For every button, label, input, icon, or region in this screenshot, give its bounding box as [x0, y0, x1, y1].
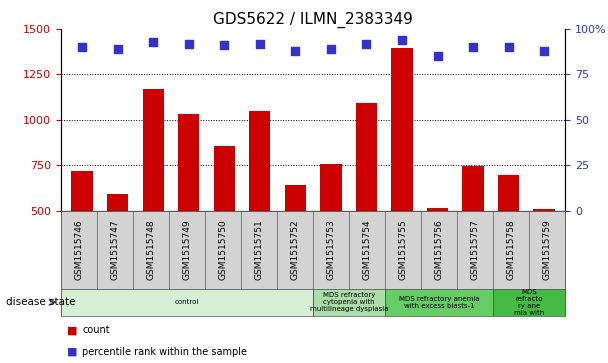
Text: ■: ■: [67, 325, 77, 335]
Point: [503, 44, 513, 50]
Text: control: control: [174, 299, 199, 305]
Text: percentile rank within the sample: percentile rank within the sample: [82, 347, 247, 357]
Point: [397, 37, 407, 43]
Text: GSM1515756: GSM1515756: [435, 219, 444, 280]
Point: [113, 46, 123, 52]
Point: [326, 46, 336, 52]
Point: [184, 41, 193, 46]
Bar: [285, 185, 306, 211]
Text: GSM1515753: GSM1515753: [326, 219, 336, 280]
Text: GSM1515746: GSM1515746: [74, 219, 83, 280]
Point: [77, 44, 87, 50]
Point: [433, 53, 443, 59]
Text: MDS refractory anemia
with excess blasts-1: MDS refractory anemia with excess blasts…: [399, 296, 480, 309]
Text: GSM1515758: GSM1515758: [507, 219, 516, 280]
Text: disease state: disease state: [6, 297, 75, 307]
Text: GSM1515747: GSM1515747: [111, 219, 119, 280]
Bar: [392, 48, 413, 211]
Text: count: count: [82, 325, 109, 335]
Text: GSM1515751: GSM1515751: [255, 219, 263, 280]
Point: [255, 41, 264, 46]
Bar: [320, 164, 342, 211]
Text: GSM1515752: GSM1515752: [291, 219, 300, 280]
Point: [468, 44, 478, 50]
Point: [362, 41, 371, 46]
Text: ■: ■: [67, 347, 77, 357]
Text: GSM1515750: GSM1515750: [218, 219, 227, 280]
Title: GDS5622 / ILMN_2383349: GDS5622 / ILMN_2383349: [213, 12, 413, 28]
Bar: [213, 146, 235, 211]
Bar: [178, 114, 199, 211]
Bar: [142, 89, 164, 211]
Text: GSM1515754: GSM1515754: [363, 219, 371, 280]
Text: MDS refractory
cytopenia with
multilineage dysplasia: MDS refractory cytopenia with multilinea…: [310, 292, 389, 312]
Text: GSM1515757: GSM1515757: [471, 219, 480, 280]
Bar: [107, 194, 128, 211]
Text: MDS
refracto
ry ane
mia with: MDS refracto ry ane mia with: [514, 289, 545, 316]
Point: [148, 39, 158, 45]
Bar: [249, 111, 271, 211]
Text: GSM1515749: GSM1515749: [182, 219, 192, 280]
Bar: [72, 171, 93, 211]
Bar: [533, 209, 554, 211]
Point: [219, 42, 229, 48]
Point: [291, 48, 300, 54]
Bar: [462, 166, 484, 211]
Point: [539, 48, 549, 54]
Text: GSM1515759: GSM1515759: [543, 219, 552, 280]
Text: GSM1515748: GSM1515748: [147, 219, 156, 280]
Text: GSM1515755: GSM1515755: [399, 219, 408, 280]
Bar: [498, 175, 519, 211]
Bar: [356, 102, 377, 211]
Bar: [427, 208, 448, 211]
